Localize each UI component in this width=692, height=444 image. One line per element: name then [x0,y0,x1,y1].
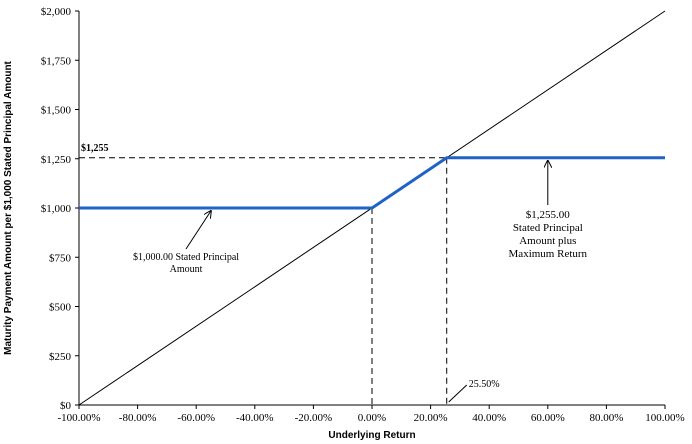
y-tick-label: $1,250 [41,154,72,166]
y-axis-title: Maturity Payment Amount per $1,000 State… [3,60,14,354]
cap-level-label: $1,255 [81,143,109,154]
cap-return-label: 25.50% [469,379,500,390]
y-tick-label: $1,000 [41,203,72,215]
y-tick-label: $500 [49,302,72,314]
x-tick-label: -80.00% [119,412,157,424]
x-tick-label: -40.00% [236,412,274,424]
y-tick-label: $1,500 [41,105,72,117]
x-tick-label: 0.00% [358,412,386,424]
y-tick-label: $0 [60,400,72,412]
series-group [78,10,666,406]
x-tick-label: 20.00% [414,412,448,424]
maximum-annotation-text: Amount plus [519,235,576,247]
principal-annotation-text: Amount [170,264,203,275]
payment-amount-line [79,156,665,210]
y-tick-label: $1,750 [41,55,72,67]
x-tick-label: -60.00% [177,412,215,424]
principal-arrow [185,211,211,250]
x-tick-label: -100.00% [57,412,100,424]
tick-labels: $0 $250 $500 $750 $1,000 $1,250 $1,500 $1,750 $2… [3,6,685,441]
cap-return-leader-line [448,384,468,403]
x-tick-label: 80.00% [589,412,623,424]
x-tick-label: 100.00% [645,412,684,424]
maximum-annotation-text: Maximum Return [509,248,588,260]
y-tick-label: $750 [49,252,72,264]
y-tick-label: $2,000 [41,6,72,18]
x-tick-label: 60.00% [531,412,565,424]
y-tick-label: $250 [49,351,72,363]
reference-lines [79,157,448,405]
x-tick-label: 40.00% [472,412,506,424]
principal-annotation-text: $1,000.00 Stated Principal [133,252,239,263]
maximum-annotation-text: Stated Principal [513,222,583,234]
maximum-annotation-text: $1,255.00 [526,209,571,221]
x-tick-label: -20.00% [295,412,333,424]
x-axis-title: Underlying Return [328,430,415,441]
